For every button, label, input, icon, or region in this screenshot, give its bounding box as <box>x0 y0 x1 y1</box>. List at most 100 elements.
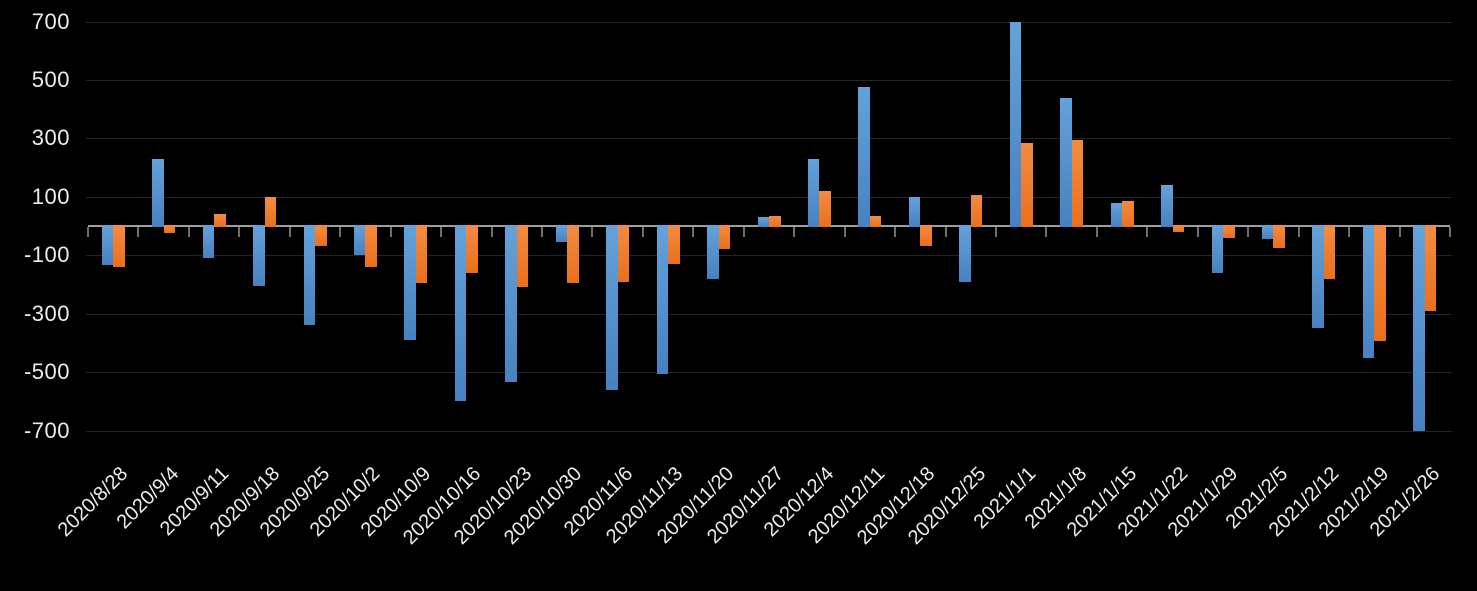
bar-blue[interactable] <box>1110 202 1123 227</box>
x-axis-tick <box>440 227 443 237</box>
x-axis-tick <box>1398 227 1401 237</box>
bar-orange[interactable] <box>1374 225 1386 342</box>
bar-orange[interactable] <box>1273 225 1285 248</box>
y-axis-label: 700 <box>31 8 70 34</box>
x-axis-tick <box>894 227 897 237</box>
bar-blue[interactable] <box>353 225 366 256</box>
bar-orange[interactable] <box>920 225 932 247</box>
bar-orange[interactable] <box>415 225 428 283</box>
bar-blue[interactable] <box>505 225 517 383</box>
gridline <box>86 79 1452 81</box>
x-axis-tick <box>843 227 846 237</box>
gridline <box>86 255 1452 257</box>
y-axis-label: -100 <box>23 242 70 268</box>
y-axis-label: -300 <box>23 300 70 326</box>
bar-orange[interactable] <box>819 190 831 227</box>
bar-blue[interactable] <box>152 158 164 227</box>
bar-orange[interactable] <box>1122 201 1134 227</box>
bar-blue[interactable] <box>1362 225 1375 358</box>
bar-blue[interactable] <box>1211 225 1223 273</box>
x-axis-tick <box>490 227 493 237</box>
x-axis-label: 2020/8/28 <box>53 462 133 542</box>
y-axis-label: 300 <box>31 125 70 151</box>
x-axis-tick <box>339 227 342 237</box>
x-axis-tick <box>187 227 190 237</box>
bar-blue[interactable] <box>858 87 870 227</box>
bar-orange[interactable] <box>1021 142 1033 227</box>
bar-orange[interactable] <box>970 195 983 227</box>
x-axis-tick <box>692 227 695 237</box>
bar-blue[interactable] <box>202 225 215 259</box>
bar-blue[interactable] <box>303 225 315 326</box>
bar-blue[interactable] <box>757 217 769 227</box>
bar-blue[interactable] <box>807 158 820 227</box>
bar-blue[interactable] <box>555 225 568 243</box>
bar-blue[interactable] <box>959 225 971 282</box>
x-axis-tick <box>591 227 594 237</box>
bar-orange[interactable] <box>1323 225 1336 279</box>
y-axis-label: 500 <box>31 66 70 92</box>
x-axis-tick <box>1045 227 1048 237</box>
bar-orange[interactable] <box>617 225 630 282</box>
y-axis-label: -500 <box>23 359 70 385</box>
x-axis-tick <box>288 227 291 237</box>
bar-blue[interactable] <box>1009 21 1022 227</box>
x-axis-tick <box>995 227 997 237</box>
x-axis-tick <box>641 227 644 237</box>
bar-blue[interactable] <box>1413 225 1425 431</box>
x-axis-tick <box>742 227 745 237</box>
y-axis-label: -700 <box>23 417 70 443</box>
x-axis-tick <box>1095 227 1098 237</box>
bar-blue[interactable] <box>1261 225 1274 240</box>
gridline <box>86 138 1452 140</box>
x-axis-tick <box>1196 227 1199 237</box>
bar-blue[interactable] <box>707 225 719 279</box>
bar-blue[interactable] <box>454 225 467 402</box>
gridline <box>86 372 1452 374</box>
bar-blue[interactable] <box>656 225 669 374</box>
bar-orange[interactable] <box>214 214 226 227</box>
bar-blue[interactable] <box>1161 185 1173 227</box>
bar-blue[interactable] <box>404 225 416 340</box>
x-axis-tick <box>87 227 89 237</box>
bar-orange[interactable] <box>163 225 176 234</box>
bar-orange[interactable] <box>718 225 731 250</box>
bar-orange[interactable] <box>113 225 125 267</box>
x-axis-tick <box>793 227 796 237</box>
bar-orange[interactable] <box>466 225 478 273</box>
bar-orange[interactable] <box>769 215 781 227</box>
bar-orange[interactable] <box>1172 225 1185 232</box>
bar-orange[interactable] <box>1424 225 1437 311</box>
x-axis-tick <box>137 227 140 237</box>
x-axis-tick <box>944 227 947 237</box>
x-axis-tick <box>1449 227 1451 237</box>
x-axis-tick <box>238 227 241 237</box>
bar-orange[interactable] <box>1071 139 1084 227</box>
bar-orange[interactable] <box>315 225 327 247</box>
bar-blue[interactable] <box>101 225 114 266</box>
bar-orange[interactable] <box>668 225 680 264</box>
bar-blue[interactable] <box>253 225 265 286</box>
bar-blue[interactable] <box>1060 97 1072 227</box>
x-axis-tick <box>1146 227 1149 237</box>
bar-orange[interactable] <box>516 225 529 288</box>
gridline <box>86 196 1452 198</box>
bar-orange[interactable] <box>869 215 882 227</box>
bar-orange[interactable] <box>567 225 579 283</box>
bar-blue[interactable] <box>1312 225 1324 329</box>
bar-orange[interactable] <box>264 196 277 227</box>
x-axis-tick <box>1297 227 1300 237</box>
x-axis-tick <box>1247 227 1250 237</box>
bar-blue[interactable] <box>606 225 618 390</box>
bar-blue[interactable] <box>908 196 921 227</box>
x-axis-tick <box>541 227 543 237</box>
bar-orange[interactable] <box>1223 225 1235 238</box>
gridline <box>86 313 1452 315</box>
x-axis-tick <box>389 227 392 237</box>
bar-orange[interactable] <box>365 225 377 267</box>
